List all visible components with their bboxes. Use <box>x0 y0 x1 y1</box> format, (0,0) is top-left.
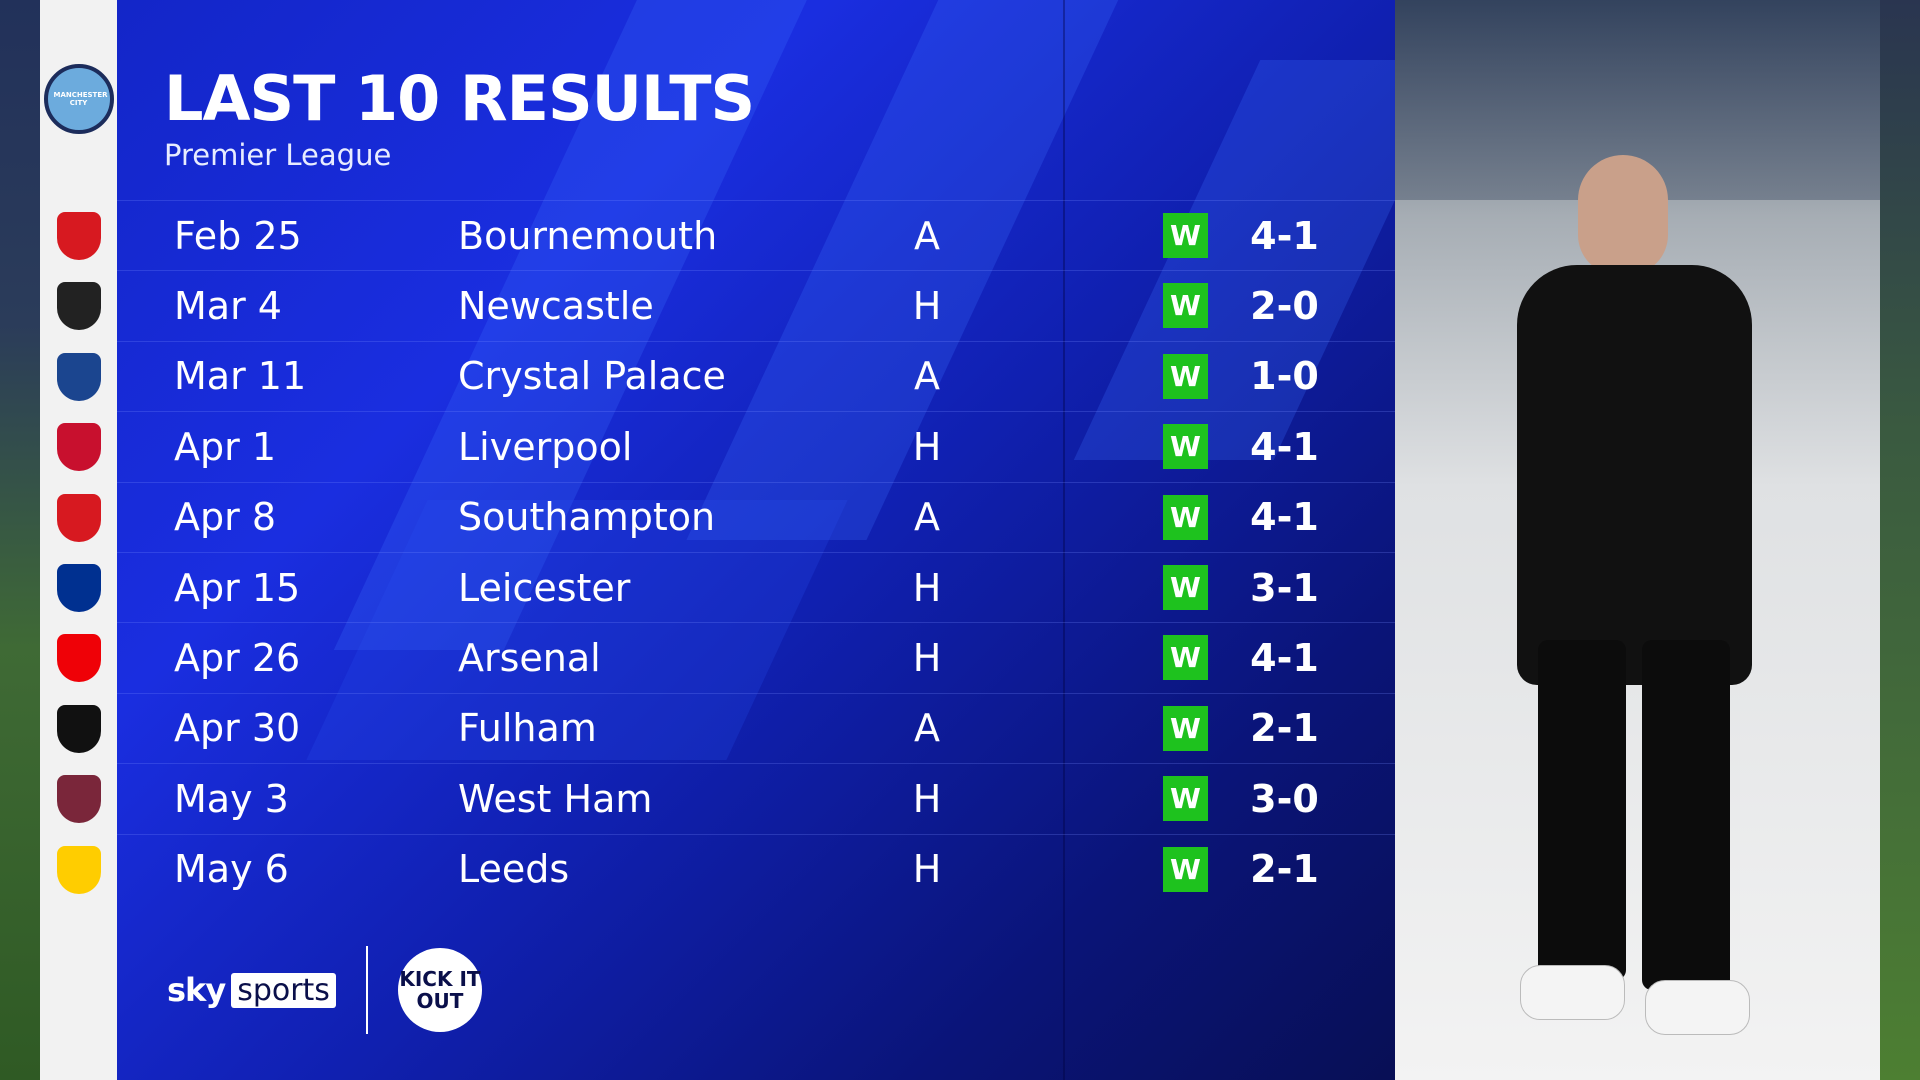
score: 4-1 <box>1250 424 1319 469</box>
score: 3-0 <box>1250 776 1319 821</box>
opponent-crest-icon <box>56 845 101 894</box>
manchester-city-crest-icon: Manchester City <box>43 64 114 134</box>
result-badge: W <box>1163 846 1208 892</box>
result-row: Mar 4 Newcastle H W 2-0 <box>117 270 1395 340</box>
match-date: Apr 26 <box>174 635 301 680</box>
result-badge: W <box>1163 494 1208 540</box>
team-name: Manchester City <box>53 91 108 107</box>
opponent-crest-icon <box>56 704 101 753</box>
opponent-name: Liverpool <box>458 424 633 469</box>
kick-it-out-logo: KICK IT OUT <box>397 948 482 1032</box>
venue: A <box>914 706 940 751</box>
score: 2-1 <box>1250 706 1319 751</box>
result-badge: W <box>1163 213 1208 258</box>
opponent-crest-icon <box>56 564 101 612</box>
opponent-crest-icon <box>56 634 101 683</box>
result-badge: W <box>1163 705 1208 751</box>
venue: H <box>912 635 942 680</box>
venue: H <box>912 847 942 892</box>
result-row: Apr 26 Arsenal H W 4-1 <box>117 622 1395 692</box>
result-row: Apr 15 Leicester H W 3-1 <box>117 552 1395 622</box>
result-row: Apr 8 Southampton A W 4-1 <box>117 481 1395 552</box>
page-title: LAST 10 RESULTS <box>164 62 755 135</box>
opponent-crest-icon <box>56 352 101 401</box>
match-date: May 3 <box>174 776 289 821</box>
venue: A <box>914 354 940 399</box>
competition-subtitle: Premier League <box>164 138 392 172</box>
match-date: Apr 30 <box>174 706 301 751</box>
opponent-name: Arsenal <box>458 635 601 680</box>
score: 2-1 <box>1250 847 1319 892</box>
match-date: Mar 11 <box>174 354 307 399</box>
match-date: Apr 15 <box>174 565 301 610</box>
opponent-crest-icon <box>56 423 101 472</box>
opponent-name: West Ham <box>458 776 653 821</box>
background-stadium-right <box>1880 0 1920 1080</box>
results-panel: LAST 10 RESULTS Premier League Feb 25 Bo… <box>117 0 1395 1080</box>
score: 3-1 <box>1250 565 1319 610</box>
score: 1-0 <box>1250 354 1319 399</box>
match-date: Mar 4 <box>174 283 282 328</box>
background-stadium-left <box>0 0 40 1080</box>
result-badge: W <box>1163 565 1208 610</box>
result-row: Apr 1 Liverpool H W 4-1 <box>117 411 1395 481</box>
result-badge: W <box>1163 424 1208 470</box>
venue: H <box>912 424 942 469</box>
venue: H <box>912 776 942 821</box>
venue: A <box>914 213 940 258</box>
opponent-name: Bournemouth <box>458 213 718 258</box>
sports-logo: sports <box>231 972 336 1008</box>
match-date: Apr 1 <box>174 424 276 469</box>
opponent-crest-icon <box>56 775 101 824</box>
footer-logos: sky sports KICK IT OUT <box>167 940 482 1040</box>
opponent-name: Fulham <box>458 706 597 751</box>
result-row: Feb 25 Bournemouth A W 4-1 <box>117 200 1395 270</box>
venue: H <box>912 283 942 328</box>
opponent-name: Newcastle <box>458 283 654 328</box>
crest-column: Manchester City <box>40 0 117 1080</box>
opponent-crest-icon <box>56 282 101 331</box>
score: 4-1 <box>1250 213 1319 258</box>
sky-logo: sky <box>167 971 226 1009</box>
result-row: Apr 30 Fulham A W 2-1 <box>117 692 1395 763</box>
opponent-crest-icon <box>56 493 101 542</box>
score: 4-1 <box>1250 495 1319 540</box>
match-date: Feb 25 <box>174 213 302 258</box>
match-date: Apr 8 <box>174 495 276 540</box>
opponent-name: Leeds <box>458 847 570 892</box>
result-badge: W <box>1163 776 1208 822</box>
opponent-crest-icon <box>56 212 101 260</box>
opponent-name: Crystal Palace <box>458 354 726 399</box>
opponent-name: Leicester <box>458 565 631 610</box>
score: 4-1 <box>1250 635 1319 680</box>
match-date: May 6 <box>174 847 289 892</box>
score: 2-0 <box>1250 283 1319 328</box>
result-badge: W <box>1163 283 1208 329</box>
opponent-name: Southampton <box>458 495 716 540</box>
manager-photo <box>1395 0 1880 1080</box>
result-row: May 3 West Ham H W 3-0 <box>117 763 1395 833</box>
result-row: Mar 11 Crystal Palace A W 1-0 <box>117 340 1395 411</box>
result-badge: W <box>1163 353 1208 399</box>
venue: H <box>912 565 942 610</box>
result-badge: W <box>1163 635 1208 681</box>
venue: A <box>914 495 940 540</box>
column-divider <box>1063 0 1065 1080</box>
result-row: May 6 Leeds H W 2-1 <box>117 833 1395 904</box>
footer-divider <box>365 946 368 1034</box>
